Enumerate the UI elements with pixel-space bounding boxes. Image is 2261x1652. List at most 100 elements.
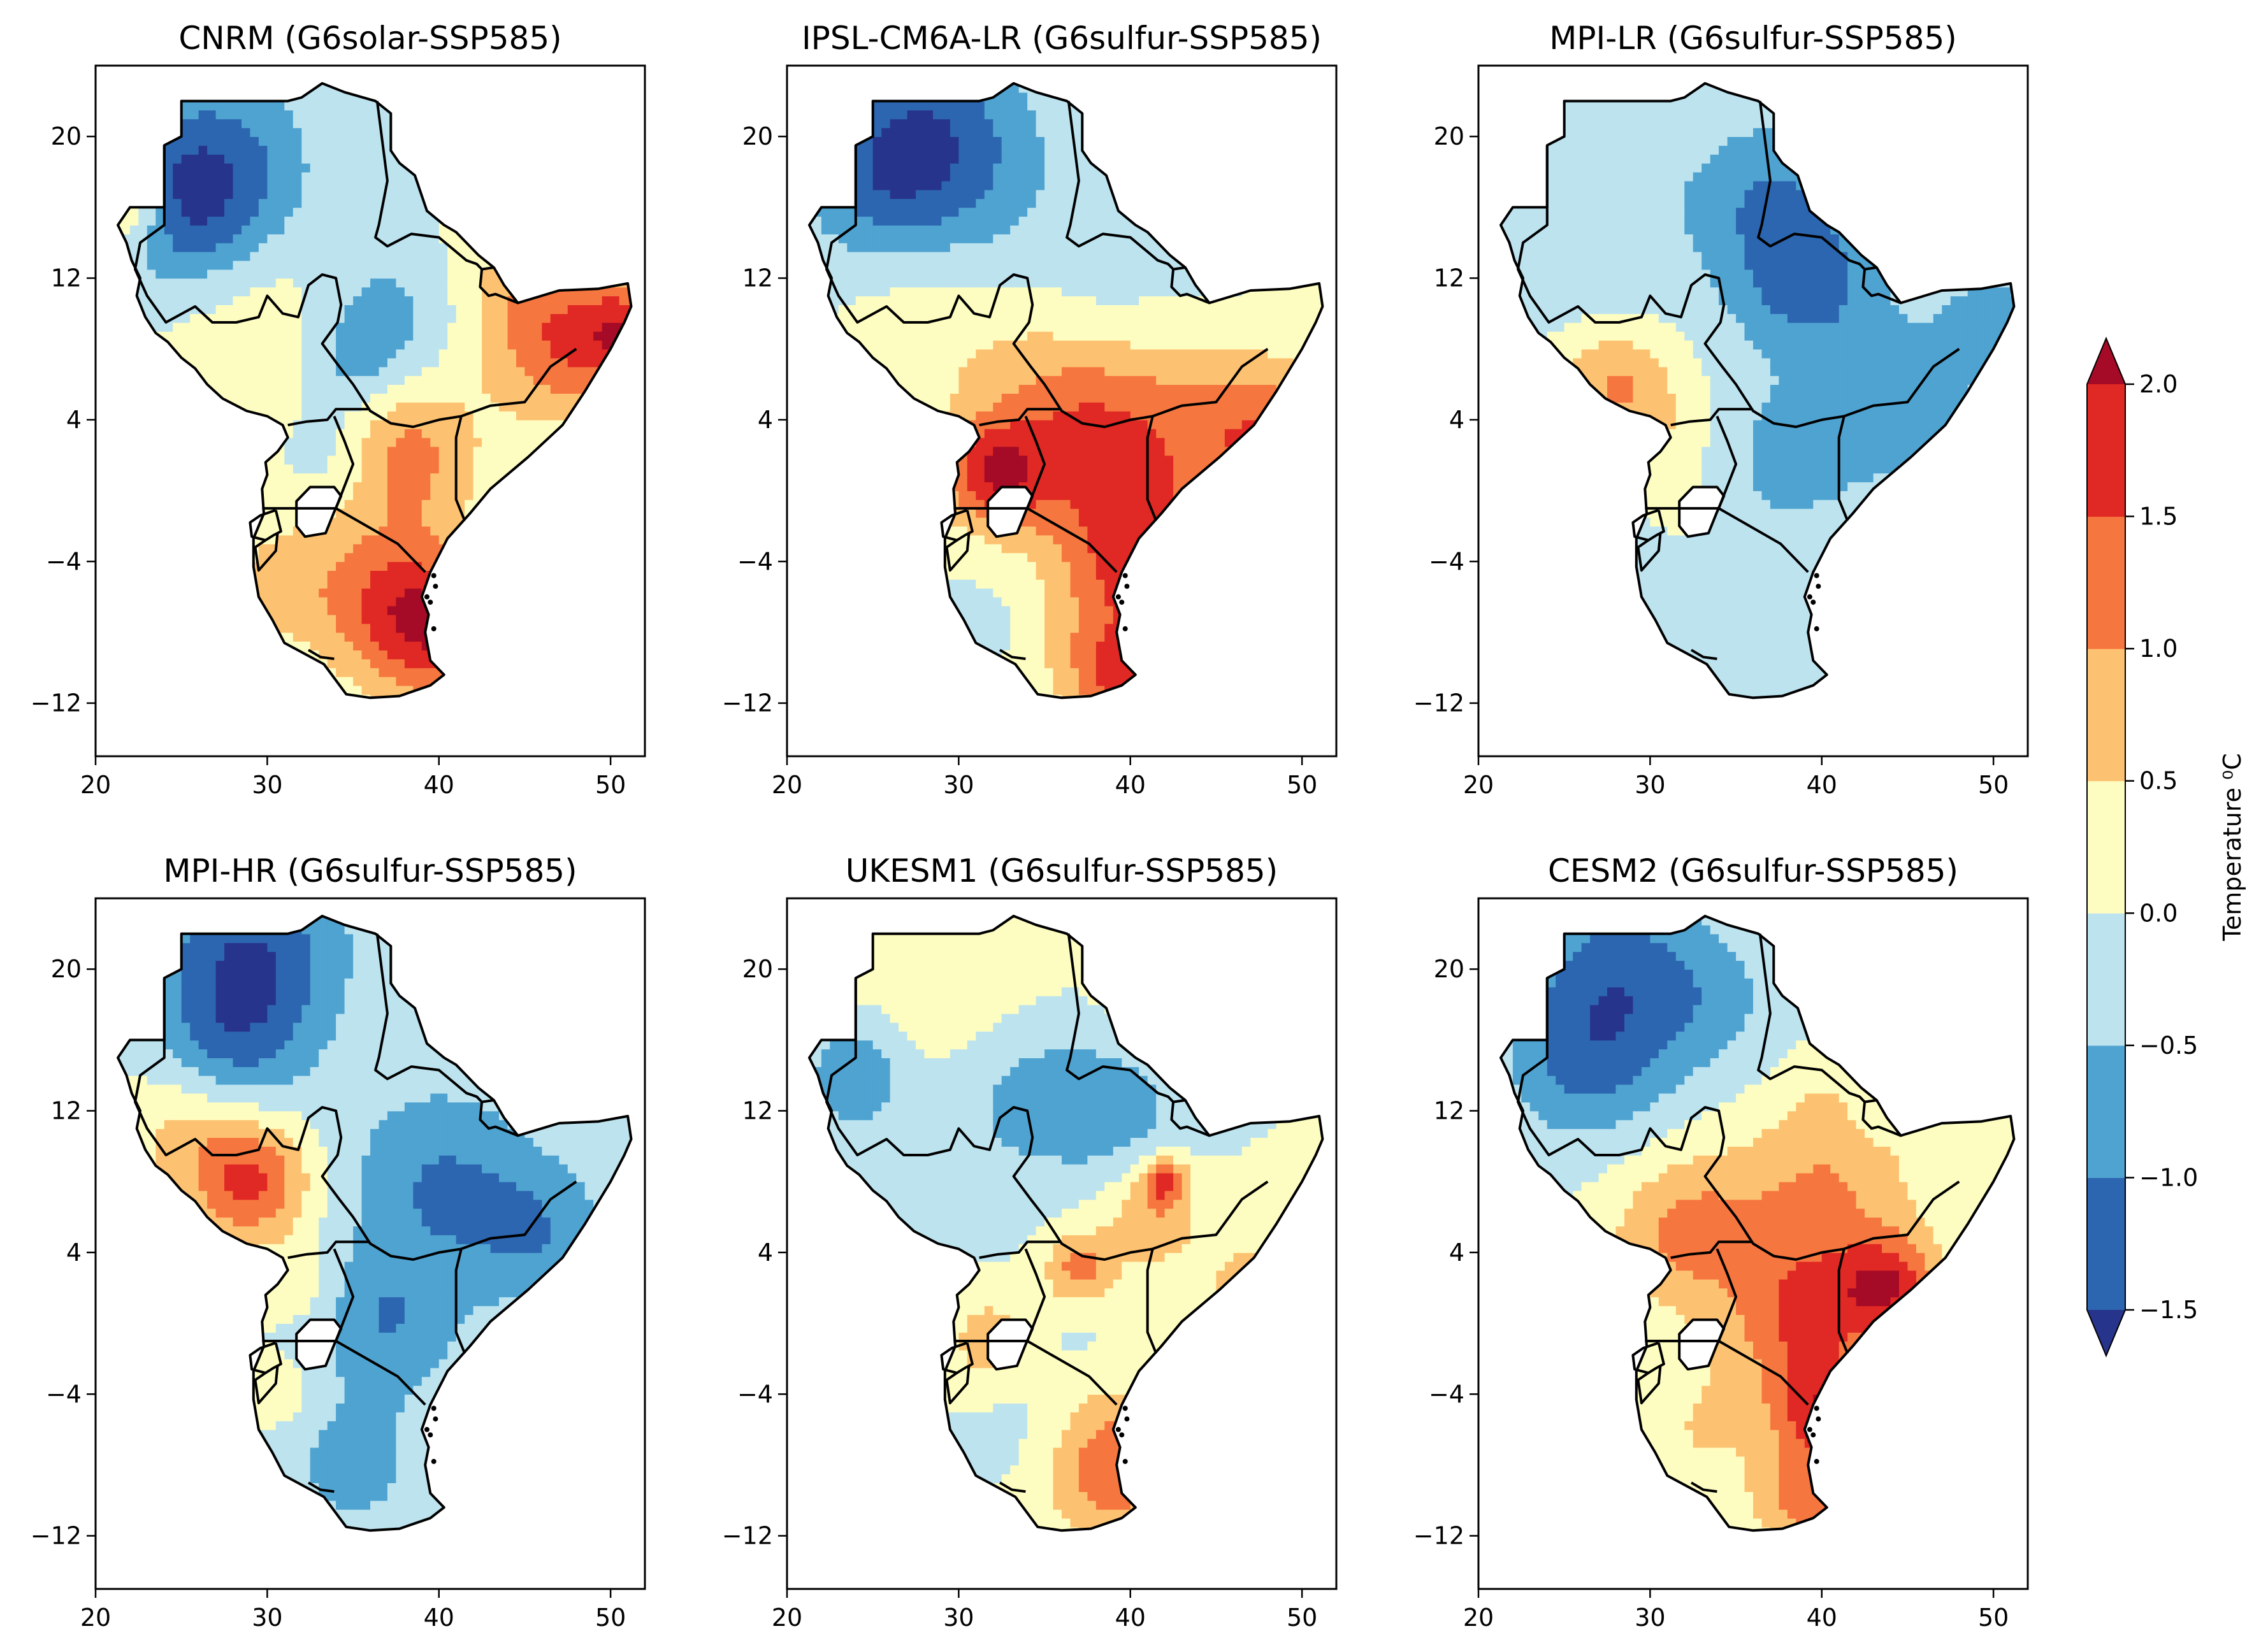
y-tick-label: 4 bbox=[758, 406, 773, 434]
x-tick-label: 40 bbox=[424, 1604, 454, 1632]
axes-frame bbox=[94, 64, 646, 758]
coastline bbox=[117, 914, 633, 1532]
lake-victoria-outline bbox=[295, 1318, 343, 1371]
colorbar-tick-label: 0.0 bbox=[2139, 899, 2178, 927]
colorbar-segment bbox=[2087, 913, 2125, 1046]
island-marker bbox=[1119, 600, 1125, 605]
island-marker bbox=[431, 1458, 437, 1464]
coastline bbox=[808, 914, 1324, 1532]
island-marker bbox=[1119, 1432, 1125, 1438]
country-border bbox=[953, 506, 1118, 573]
colorbar: −1.5 −1.0 −0.5 0.0 0.5 1.0 1.5 2.0 Temperature ⁰… bbox=[2086, 336, 2246, 1358]
island-marker bbox=[1122, 1458, 1128, 1464]
panel-title: CNRM (G6solar-SSP585) bbox=[178, 20, 561, 57]
y-tick-label: −4 bbox=[1429, 1380, 1464, 1408]
country-border bbox=[1690, 649, 1717, 661]
x-tick-label: 30 bbox=[252, 771, 282, 799]
country-border bbox=[333, 1248, 355, 1342]
x-tick-label: 20 bbox=[1463, 771, 1494, 799]
y-tick-label: −4 bbox=[46, 1380, 82, 1408]
y-tick-label: 20 bbox=[742, 122, 773, 150]
island-marker bbox=[433, 584, 438, 589]
coastline bbox=[117, 82, 633, 700]
country-border bbox=[454, 1248, 466, 1354]
axes-frame bbox=[1477, 64, 2029, 758]
temperature-field bbox=[1501, 83, 2014, 698]
country-border bbox=[479, 1102, 519, 1137]
y-tick-label: 12 bbox=[1434, 1097, 1464, 1125]
x-tick-label: 20 bbox=[80, 771, 111, 799]
country-border bbox=[262, 506, 426, 573]
map-panel-1: CNRM (G6solar-SSP585) 20 30 40 50 20 12 4 −4 −12 bbox=[31, 20, 646, 799]
country-border bbox=[307, 1481, 335, 1493]
country-border bbox=[1146, 1248, 1158, 1354]
country-border bbox=[249, 508, 282, 542]
country-border bbox=[134, 145, 577, 428]
country-border bbox=[333, 415, 355, 509]
island-marker bbox=[1115, 1426, 1121, 1432]
island-marker bbox=[1122, 626, 1128, 631]
y-tick-label: 4 bbox=[66, 1239, 82, 1267]
country-border bbox=[254, 533, 279, 572]
country-border bbox=[1861, 1102, 1902, 1137]
x-tick-label: 50 bbox=[1287, 771, 1317, 799]
lake-victoria-outline bbox=[1678, 485, 1726, 538]
colorbar-tick-label: 0.5 bbox=[2139, 767, 2178, 795]
y-tick-label: 12 bbox=[51, 264, 82, 292]
country-border bbox=[1631, 508, 1665, 542]
y-tick-label: −12 bbox=[1413, 689, 1464, 717]
colorbar-tick-label: 1.0 bbox=[2139, 635, 2178, 663]
island-marker bbox=[1814, 626, 1819, 631]
x-tick-label: 40 bbox=[1115, 771, 1146, 799]
island-marker bbox=[1814, 1458, 1819, 1464]
temperature-field bbox=[809, 916, 1323, 1531]
x-tick-label: 20 bbox=[772, 1604, 802, 1632]
x-tick-label: 30 bbox=[943, 771, 974, 799]
temperature-field bbox=[809, 83, 1323, 698]
axes-frame bbox=[786, 64, 1338, 758]
panel-title: MPI-HR (G6sulfur-SSP585) bbox=[163, 852, 577, 889]
island-marker bbox=[1810, 600, 1816, 605]
panel-title: MPI-LR (G6sulfur-SSP585) bbox=[1549, 20, 1957, 57]
country-border bbox=[979, 1240, 1060, 1260]
country-border bbox=[1837, 1248, 1849, 1354]
country-border bbox=[374, 101, 495, 271]
map-panel-5: UKESM1 (G6sulfur-SSP585) 20 30 40 50 20 12 4 −4 −… bbox=[722, 852, 1338, 1632]
x-tick-label: 30 bbox=[943, 1604, 974, 1632]
island-marker bbox=[1816, 1416, 1821, 1422]
y-tick-label: 20 bbox=[51, 955, 82, 983]
country-border bbox=[249, 1341, 282, 1374]
island-marker bbox=[1807, 594, 1812, 600]
coastline bbox=[1499, 82, 2016, 700]
y-tick-label: 4 bbox=[1449, 1239, 1464, 1267]
x-tick-label: 40 bbox=[1807, 771, 1837, 799]
island-marker bbox=[1810, 1432, 1816, 1438]
country-border bbox=[1757, 101, 1877, 271]
country-border bbox=[1024, 415, 1046, 509]
country-border bbox=[1757, 933, 1877, 1103]
country-border bbox=[1636, 533, 1662, 572]
country-border bbox=[287, 408, 369, 427]
island-marker bbox=[1122, 1405, 1128, 1411]
colorbar-label: Temperature ⁰C bbox=[2218, 753, 2246, 942]
country-border bbox=[979, 408, 1060, 427]
country-border bbox=[1670, 1240, 1752, 1260]
x-tick-label: 40 bbox=[424, 771, 454, 799]
lake-victoria-outline bbox=[986, 1318, 1034, 1371]
y-tick-label: −12 bbox=[1413, 1522, 1464, 1550]
island-marker bbox=[1122, 573, 1128, 578]
country-border bbox=[999, 1481, 1026, 1493]
colorbar-segment bbox=[2087, 1177, 2125, 1311]
y-tick-label: −4 bbox=[737, 1380, 773, 1408]
y-tick-label: −12 bbox=[31, 689, 82, 717]
axes-frame bbox=[786, 897, 1338, 1590]
colorbar-tick-label: −1.5 bbox=[2139, 1296, 2198, 1324]
country-border bbox=[1670, 408, 1752, 427]
country-border bbox=[945, 1365, 971, 1405]
island-marker bbox=[428, 1432, 433, 1438]
colorbar-segment bbox=[2087, 780, 2125, 914]
country-border bbox=[953, 1339, 1118, 1406]
y-tick-label: 12 bbox=[1434, 264, 1464, 292]
map-panel-2: IPSL-CM6A-LR (G6sulfur-SSP585) 20 30 40 50 20… bbox=[722, 20, 1338, 799]
